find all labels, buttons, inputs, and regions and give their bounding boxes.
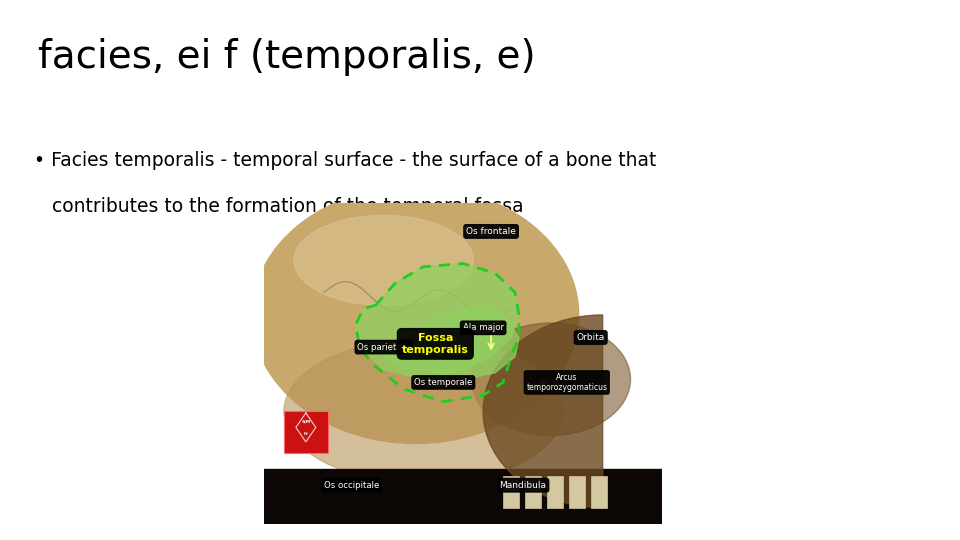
Polygon shape bbox=[355, 264, 519, 379]
Text: H: H bbox=[304, 432, 307, 436]
Text: S|M: S|M bbox=[301, 419, 310, 423]
Text: Mandibula: Mandibula bbox=[499, 481, 546, 490]
Wedge shape bbox=[483, 315, 603, 508]
Text: Ala major: Ala major bbox=[463, 323, 504, 332]
Bar bbox=[568, 476, 585, 508]
Text: Os temporale: Os temporale bbox=[414, 378, 472, 387]
Ellipse shape bbox=[294, 215, 473, 305]
Text: • Facies temporalis - temporal surface - the surface of a bone that: • Facies temporalis - temporal surface -… bbox=[34, 151, 656, 170]
Bar bbox=[525, 476, 540, 508]
Text: Os occipitale: Os occipitale bbox=[324, 481, 379, 490]
Text: Os parietale: Os parietale bbox=[357, 342, 410, 352]
Text: Arcus
temporozygomaticus: Arcus temporozygomaticus bbox=[526, 373, 608, 392]
Text: contributes to the formation of the temporal fossa: contributes to the formation of the temp… bbox=[34, 197, 523, 216]
Ellipse shape bbox=[284, 339, 563, 484]
Ellipse shape bbox=[252, 186, 579, 443]
Ellipse shape bbox=[471, 323, 631, 435]
Text: facies, ei f (temporalis, e): facies, ei f (temporalis, e) bbox=[38, 38, 536, 76]
Bar bbox=[503, 476, 519, 508]
Bar bbox=[590, 476, 607, 508]
Text: Os frontale: Os frontale bbox=[467, 227, 516, 236]
Text: Orbita: Orbita bbox=[577, 333, 605, 342]
Polygon shape bbox=[383, 305, 519, 379]
Bar bbox=[547, 476, 563, 508]
FancyBboxPatch shape bbox=[284, 411, 327, 453]
Bar bbox=[244, 469, 683, 540]
Text: Fossa
temporalis: Fossa temporalis bbox=[402, 333, 468, 355]
